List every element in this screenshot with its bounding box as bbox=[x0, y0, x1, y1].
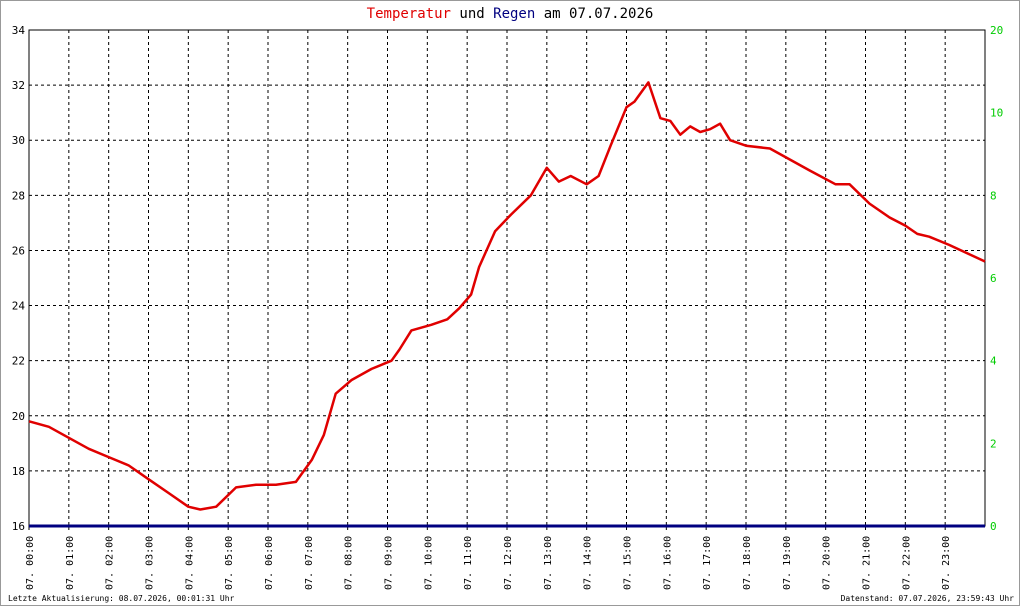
x-tick-label: 07. 15:00 bbox=[623, 536, 634, 590]
y-tick-label: 34 bbox=[12, 24, 26, 37]
x-tick-label: 07. 18:00 bbox=[742, 536, 753, 590]
x-tick-label: 07. 11:00 bbox=[463, 536, 474, 590]
y-tick-label: 32 bbox=[12, 79, 25, 92]
series-line bbox=[28, 81, 986, 511]
x-tick-label: 07. 03:00 bbox=[145, 536, 156, 590]
y-tick-label: 30 bbox=[12, 134, 25, 147]
x-tick-label: 07. 08:00 bbox=[344, 536, 355, 590]
y2-tick-label: 10 bbox=[990, 107, 1003, 120]
x-tick-label: 07. 09:00 bbox=[384, 536, 395, 590]
x-tick-label: 07. 10:00 bbox=[423, 536, 434, 590]
title-date: am 07.07.2026 bbox=[544, 6, 654, 22]
x-tick-label: 07. 22:00 bbox=[901, 536, 912, 590]
x-tick-label: 07. 14:00 bbox=[583, 536, 594, 590]
y2-tick-label: 6 bbox=[990, 272, 997, 285]
x-tick-label: 07. 06:00 bbox=[264, 536, 275, 590]
y2-tick-label: 20 bbox=[990, 24, 1003, 37]
x-tick-label: 07. 02:00 bbox=[105, 536, 116, 590]
y-tick-label: 26 bbox=[12, 244, 25, 257]
x-tick-label: 07. 00:00 bbox=[25, 536, 36, 590]
title-temp: Temperatur bbox=[367, 6, 451, 22]
y-tick-label: 18 bbox=[12, 465, 25, 478]
y-tick-label: 16 bbox=[12, 520, 25, 533]
y-tick-label: 24 bbox=[12, 300, 26, 313]
x-tick-label: 07. 21:00 bbox=[862, 536, 873, 590]
x-tick-label: 07. 07:00 bbox=[304, 536, 315, 590]
title-und: und bbox=[459, 6, 484, 22]
chart-title: Temperatur und Regen am 07.07.2026 bbox=[367, 6, 654, 22]
y2-tick-label: 8 bbox=[990, 189, 997, 202]
x-tick-label: 07. 19:00 bbox=[782, 536, 793, 590]
x-tick-label: 07. 20:00 bbox=[822, 536, 833, 590]
y-tick-label: 20 bbox=[12, 410, 25, 423]
y2-tick-label: 4 bbox=[990, 355, 997, 368]
x-tick-label: 07. 16:00 bbox=[662, 536, 673, 590]
y2-tick-label: 2 bbox=[990, 437, 997, 450]
title-regen: Regen bbox=[493, 6, 535, 22]
x-tick-label: 07. 05:00 bbox=[224, 536, 235, 590]
x-tick-label: 07. 13:00 bbox=[543, 536, 554, 590]
footer-right: Datenstand: 07.07.2026, 23:59:43 Uhr bbox=[841, 594, 1015, 603]
x-tick-label: 07. 17:00 bbox=[702, 536, 713, 590]
y-tick-label: 28 bbox=[12, 189, 25, 202]
y2-tick-label: 0 bbox=[990, 520, 997, 533]
footer-left: Letzte Aktualisierung: 08.07.2026, 00:01… bbox=[8, 594, 235, 603]
y-tick-label: 22 bbox=[12, 355, 25, 368]
x-tick-label: 07. 01:00 bbox=[65, 536, 76, 590]
x-tick-label: 07. 04:00 bbox=[184, 536, 195, 590]
x-tick-label: 07. 12:00 bbox=[503, 536, 514, 590]
x-tick-label: 07. 23:00 bbox=[941, 536, 952, 590]
